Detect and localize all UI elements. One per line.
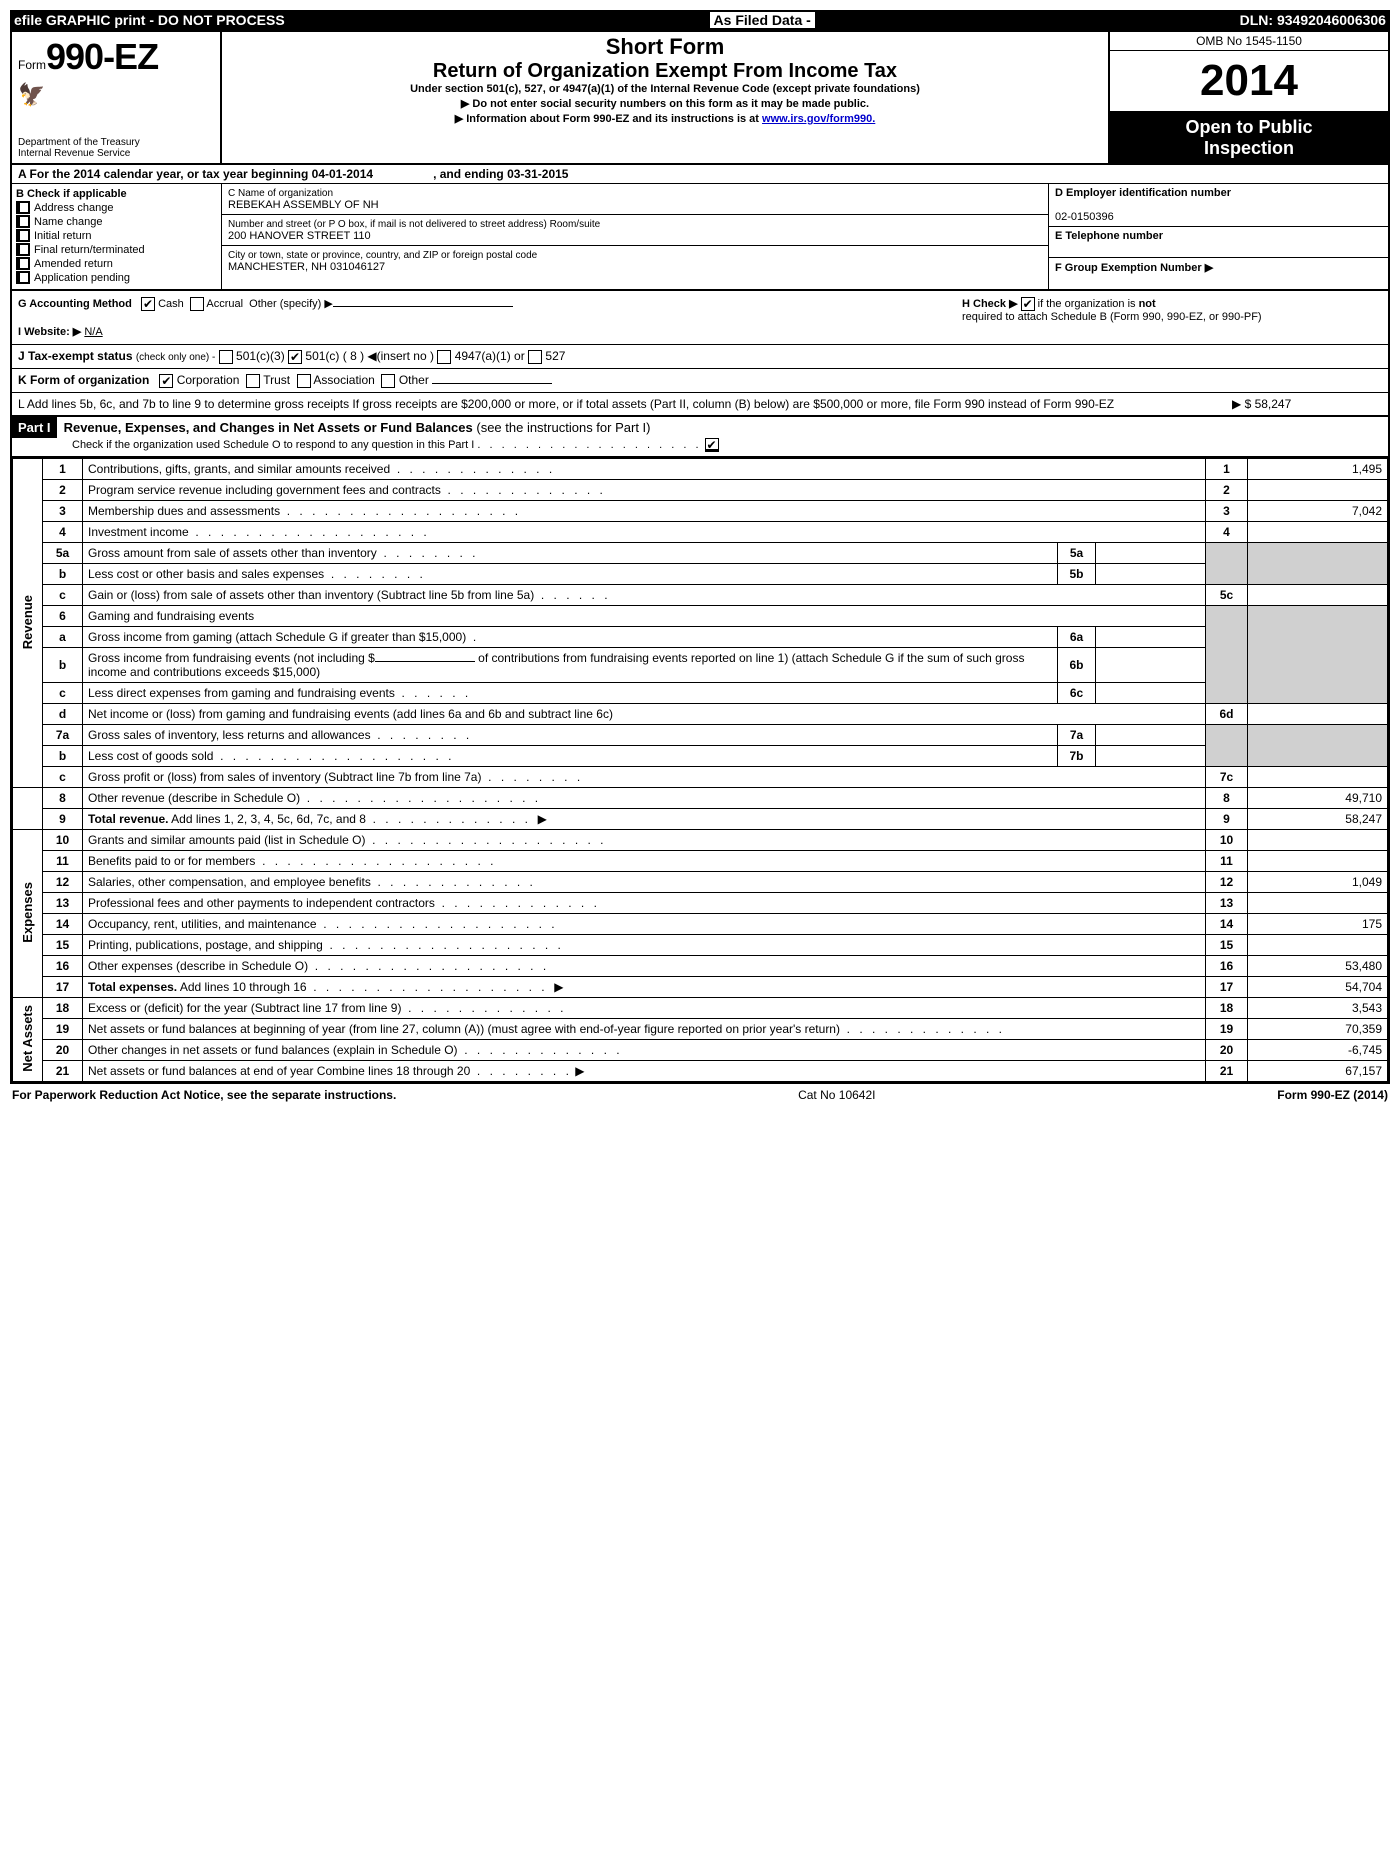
amt-17: 54,704	[1248, 977, 1388, 998]
chk-final[interactable]	[16, 243, 30, 256]
chk-accrual[interactable]	[190, 297, 204, 311]
chk-527[interactable]	[528, 350, 542, 364]
chk-cash[interactable]: ✔	[141, 297, 155, 311]
e-phone-label: E Telephone number	[1055, 230, 1163, 242]
irs-link[interactable]: www.irs.gov/form990.	[762, 113, 875, 125]
chk-name[interactable]	[16, 215, 30, 228]
d-ein-label: D Employer identification number	[1055, 187, 1231, 199]
amt-20: -6,745	[1248, 1040, 1388, 1061]
chk-pending[interactable]	[16, 271, 30, 284]
amt-12: 1,049	[1248, 872, 1388, 893]
part1-title: Revenue, Expenses, and Changes in Net As…	[64, 420, 473, 435]
title-short-form: Short Form	[230, 34, 1100, 60]
footer: For Paperwork Reduction Act Notice, see …	[10, 1084, 1390, 1106]
j-label: J Tax-exempt status	[18, 349, 133, 363]
org-city: MANCHESTER, NH 031046127	[228, 261, 385, 273]
irs-eagle-icon: 🦅	[18, 82, 214, 108]
row-a-tax-year: A For the 2014 calendar year, or tax yea…	[12, 165, 1388, 184]
amt-15	[1248, 935, 1388, 956]
top-bar: efile GRAPHIC print - DO NOT PROCESS As …	[10, 10, 1390, 30]
chk-initial[interactable]	[16, 229, 30, 242]
k-label: K Form of organization	[18, 373, 149, 387]
org-street: 200 HANOVER STREET 110	[228, 230, 371, 242]
form-number: 990-EZ	[46, 36, 158, 78]
amt-2	[1248, 480, 1388, 501]
tax-year: 2014	[1110, 51, 1388, 113]
col-b-title: B Check if applicable	[16, 188, 127, 200]
l-text: L Add lines 5b, 6c, and 7b to line 9 to …	[18, 397, 1222, 411]
amt-3: 7,042	[1248, 501, 1388, 522]
title-return: Return of Organization Exempt From Incom…	[230, 60, 1100, 83]
open-public-1: Open to Public	[1114, 117, 1384, 138]
amt-19: 70,359	[1248, 1019, 1388, 1040]
amt-14: 175	[1248, 914, 1388, 935]
topbar-right: DLN: 93492046006306	[1240, 12, 1386, 28]
amt-6d	[1248, 704, 1388, 725]
part1-sub: Check if the organization used Schedule …	[72, 439, 474, 451]
footer-left: For Paperwork Reduction Act Notice, see …	[12, 1088, 396, 1102]
chk-amended[interactable]	[16, 257, 30, 270]
chk-sched-o[interactable]: ✔	[705, 438, 719, 452]
chk-h-not-required[interactable]: ✔	[1021, 297, 1035, 311]
chk-501c[interactable]: ✔	[288, 350, 302, 364]
c-name-label: C Name of organization	[228, 188, 333, 199]
row-a-end: , and ending 03-31-2015	[433, 167, 568, 181]
amt-5c	[1248, 585, 1388, 606]
topbar-mid: As Filed Data -	[710, 12, 815, 28]
open-public-2: Inspection	[1114, 138, 1384, 159]
side-netassets: Net Assets	[20, 1005, 35, 1072]
row-a-pre: A For the 2014 calendar year, or tax yea…	[18, 167, 373, 181]
f-group-label: F Group Exemption Number ▶	[1055, 262, 1213, 274]
c-street-label: Number and street (or P O box, if mail i…	[228, 219, 600, 230]
l-amount: ▶ $ 58,247	[1222, 397, 1382, 411]
part1-badge: Part I	[12, 417, 57, 438]
org-name: REBEKAH ASSEMBLY OF NH	[228, 199, 379, 211]
topbar-left: efile GRAPHIC print - DO NOT PROCESS	[14, 12, 285, 28]
chk-4947[interactable]	[437, 350, 451, 364]
amt-16: 53,480	[1248, 956, 1388, 977]
subtitle: Under section 501(c), 527, or 4947(a)(1)…	[230, 83, 1100, 95]
side-revenue: Revenue	[20, 595, 35, 649]
amt-13	[1248, 893, 1388, 914]
warn-ssn: ▶ Do not enter social security numbers o…	[230, 97, 1100, 110]
side-expenses: Expenses	[20, 882, 35, 943]
chk-501c3[interactable]	[219, 350, 233, 364]
form-header: Form 990-EZ 🦅 Department of the Treasury…	[12, 32, 1388, 165]
chk-address[interactable]	[16, 201, 30, 214]
g-label: G Accounting Method	[18, 298, 132, 310]
amt-8: 49,710	[1248, 788, 1388, 809]
chk-trust[interactable]	[246, 374, 260, 388]
amt-1: 1,495	[1248, 459, 1388, 480]
omb-number: OMB No 1545-1150	[1110, 32, 1388, 51]
amt-11	[1248, 851, 1388, 872]
website-val: N/A	[84, 326, 102, 338]
amt-9: 58,247	[1248, 809, 1388, 830]
c-city-label: City or town, state or province, country…	[228, 250, 537, 261]
form-word: Form	[18, 58, 46, 72]
info-pre: ▶ Information about Form 990-EZ and its …	[455, 113, 762, 125]
col-b-checkboxes: B Check if applicable Address change Nam…	[12, 184, 222, 289]
amt-7c	[1248, 767, 1388, 788]
chk-assoc[interactable]	[297, 374, 311, 388]
d-ein-val: 02-0150396	[1055, 211, 1114, 223]
chk-other[interactable]	[381, 374, 395, 388]
footer-catno: Cat No 10642I	[798, 1088, 875, 1102]
part1-table: Revenue 1 Contributions, gifts, grants, …	[12, 458, 1388, 1082]
amt-10	[1248, 830, 1388, 851]
i-label: I Website: ▶	[18, 326, 81, 338]
amt-21: 67,157	[1248, 1061, 1388, 1082]
amt-18: 3,543	[1248, 998, 1388, 1019]
amt-4	[1248, 522, 1388, 543]
dept-treasury: Department of the Treasury	[18, 137, 214, 148]
dept-irs: Internal Revenue Service	[18, 148, 214, 159]
chk-corp[interactable]: ✔	[159, 374, 173, 388]
h-label: H Check ▶	[962, 298, 1018, 310]
